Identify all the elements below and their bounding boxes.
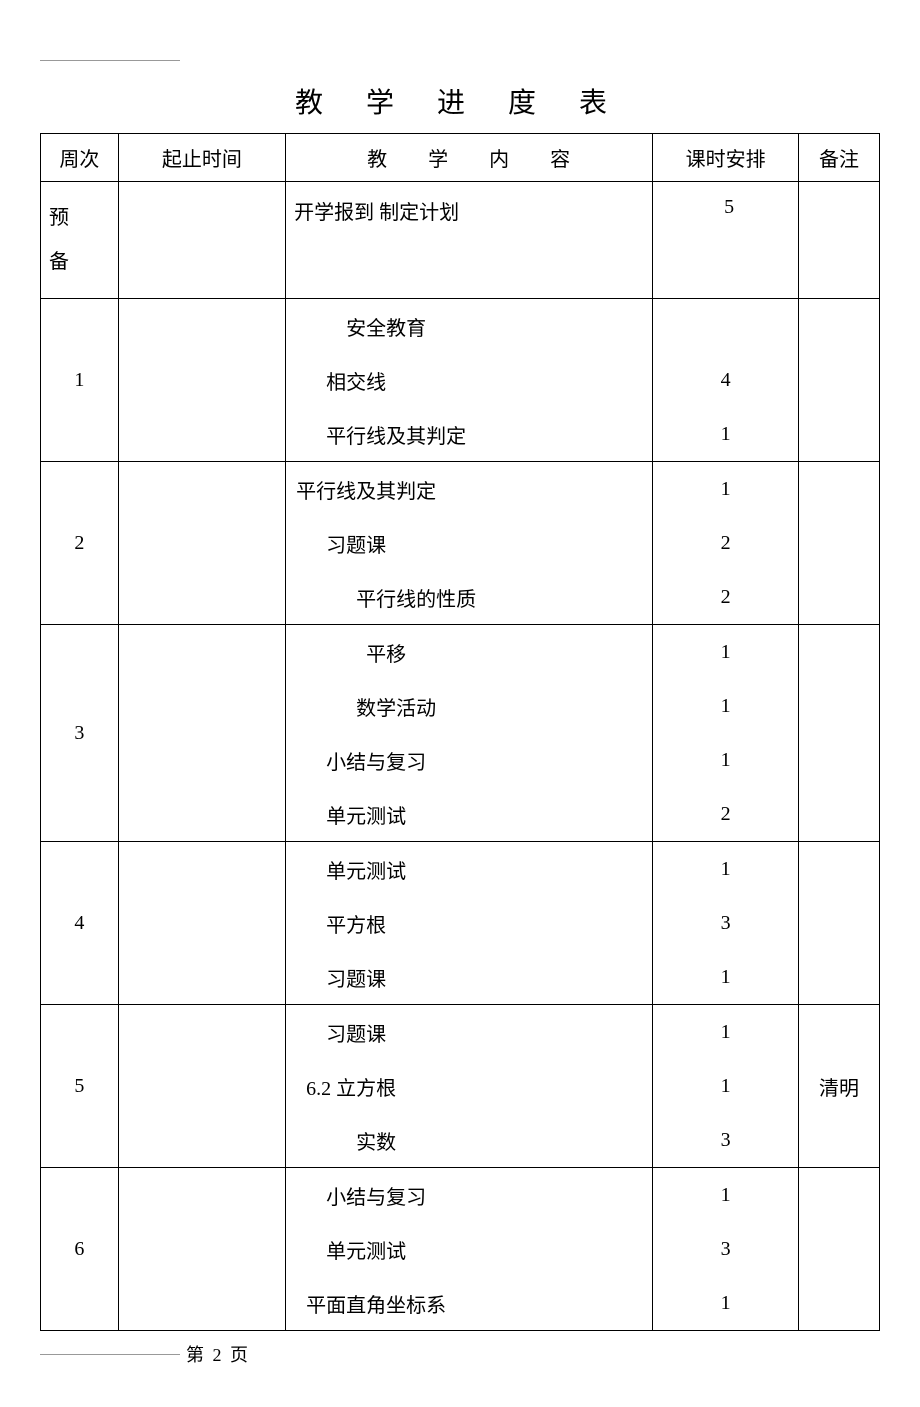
table-row: 2平行线及其判定习题课平行线的性质122 — [41, 462, 880, 625]
content-cell: 习题课6.2 立方根实数 — [286, 1005, 653, 1168]
content-cell: 安全教育相交线平行线及其判定 — [286, 299, 653, 462]
time-cell — [118, 1005, 285, 1168]
time-cell — [118, 842, 285, 1005]
prep-content-cell: 开学报到 制定计划 — [286, 182, 653, 299]
time-cell — [118, 299, 285, 462]
hours-item: 1 — [653, 679, 798, 733]
prep-note-cell — [798, 182, 879, 299]
table-row: 6 小结与复习单元测试平面直角坐标系131 — [41, 1168, 880, 1331]
content-item: 习题课 — [286, 516, 652, 570]
content-item: 平行线及其判定 — [286, 462, 652, 516]
col-header-hours: 课时安排 — [653, 134, 799, 182]
hours-item: 4 — [653, 353, 798, 407]
page-footer: 第 2 页 — [40, 1341, 880, 1367]
content-item: 实数 — [286, 1113, 652, 1167]
content-item: 6.2 立方根 — [286, 1059, 652, 1113]
content-item: 小结与复习 — [286, 1168, 652, 1222]
hours-item: 1 — [653, 733, 798, 787]
content-cell: 单元测试平方根习题课 — [286, 842, 653, 1005]
prep-time-cell — [118, 182, 285, 299]
note-cell: 清明 — [798, 1005, 879, 1168]
prep-week-cell: 预 备 — [41, 182, 119, 299]
hours-item: 1 — [653, 462, 798, 516]
hours-item: 1 — [653, 1276, 798, 1330]
time-cell — [118, 462, 285, 625]
hours-item: 2 — [653, 570, 798, 624]
content-item: 平行线及其判定 — [286, 407, 652, 461]
hours-item: 1 — [653, 625, 798, 679]
hours-cell: 41 — [653, 299, 799, 462]
hours-item: 1 — [653, 842, 798, 896]
content-item: 平移 — [286, 625, 652, 679]
week-cell: 6 — [41, 1168, 119, 1331]
prep-hours-cell: 5 — [653, 182, 799, 299]
week-cell: 4 — [41, 842, 119, 1005]
hours-item: 1 — [653, 1005, 798, 1059]
content-item: 平行线的性质 — [286, 570, 652, 624]
content-cell: 平行线及其判定习题课平行线的性质 — [286, 462, 653, 625]
header-rule — [40, 60, 180, 61]
hours-item: 1 — [653, 1168, 798, 1222]
note-cell — [798, 1168, 879, 1331]
table-row: 5习题课6.2 立方根实数113清明 — [41, 1005, 880, 1168]
hours-cell: 131 — [653, 1168, 799, 1331]
hours-item: 2 — [653, 787, 798, 841]
time-cell — [118, 1168, 285, 1331]
hours-item: 3 — [653, 896, 798, 950]
table-row: 3平移数学活动小结与复习单元测试1112 — [41, 625, 880, 842]
schedule-table: 周次 起止时间 教 学 内 容 课时安排 备注 预 备 开学报到 制定计划 5 … — [40, 133, 880, 1331]
content-item: 安全教育 — [286, 299, 652, 353]
hours-cell: 122 — [653, 462, 799, 625]
note-cell — [798, 625, 879, 842]
table-body: 预 备 开学报到 制定计划 5 1安全教育相交线平行线及其判定412平行线及其判… — [41, 182, 880, 1331]
week-cell: 1 — [41, 299, 119, 462]
hours-item: 1 — [653, 950, 798, 1004]
hours-item: 1 — [653, 1059, 798, 1113]
prep-week-line1: 预 — [49, 196, 110, 240]
content-item: 单元测试 — [286, 842, 652, 896]
content-cell: 平移数学活动小结与复习单元测试 — [286, 625, 653, 842]
table-row: 1安全教育相交线平行线及其判定41 — [41, 299, 880, 462]
prep-week-line2: 备 — [49, 240, 110, 284]
hours-item: 1 — [653, 407, 798, 461]
content-item: 平方根 — [286, 896, 652, 950]
hours-item: 3 — [653, 1222, 798, 1276]
hours-cell: 1112 — [653, 625, 799, 842]
table-header-row: 周次 起止时间 教 学 内 容 课时安排 备注 — [41, 134, 880, 182]
hours-item: 2 — [653, 516, 798, 570]
page-title: 教 学 进 度 表 — [40, 81, 880, 121]
week-cell: 5 — [41, 1005, 119, 1168]
table-row: 4 单元测试平方根习题课131 — [41, 842, 880, 1005]
content-item: 平面直角坐标系 — [286, 1276, 652, 1330]
hours-item — [653, 299, 798, 353]
week-cell: 3 — [41, 625, 119, 842]
footer-rule — [40, 1354, 180, 1355]
content-item: 单元测试 — [286, 1222, 652, 1276]
prep-row: 预 备 开学报到 制定计划 5 — [41, 182, 880, 299]
hours-item: 3 — [653, 1113, 798, 1167]
footer-page-number: 第 2 页 — [186, 1341, 250, 1367]
note-cell — [798, 462, 879, 625]
week-cell: 2 — [41, 462, 119, 625]
content-item: 小结与复习 — [286, 733, 652, 787]
content-item: 数学活动 — [286, 679, 652, 733]
col-header-time: 起止时间 — [118, 134, 285, 182]
hours-cell: 113 — [653, 1005, 799, 1168]
content-item: 习题课 — [286, 950, 652, 1004]
content-item: 习题课 — [286, 1005, 652, 1059]
note-cell — [798, 299, 879, 462]
col-header-week: 周次 — [41, 134, 119, 182]
content-item: 相交线 — [286, 353, 652, 407]
hours-cell: 131 — [653, 842, 799, 1005]
note-cell — [798, 842, 879, 1005]
col-header-content: 教 学 内 容 — [286, 134, 653, 182]
col-header-note: 备注 — [798, 134, 879, 182]
content-item: 单元测试 — [286, 787, 652, 841]
content-cell: 小结与复习单元测试平面直角坐标系 — [286, 1168, 653, 1331]
time-cell — [118, 625, 285, 842]
